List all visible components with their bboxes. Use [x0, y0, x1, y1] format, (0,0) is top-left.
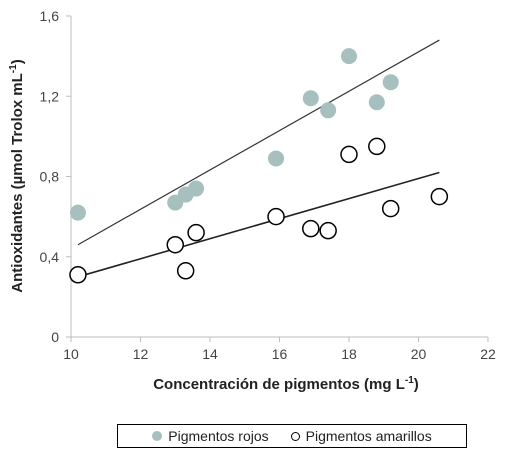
y-tick-label: 0,4 — [40, 249, 60, 265]
data-point — [340, 145, 358, 164]
trendline — [77, 39, 440, 246]
legend-label-pigmentos-rojos: Pigmentos rojos — [168, 428, 269, 444]
y-tick-label: 0,8 — [40, 169, 60, 185]
trendlines — [77, 39, 440, 278]
data-point — [320, 102, 337, 119]
data-point — [381, 199, 400, 218]
legend-item-pigmentos-rojos: Pigmentos rojos — [152, 428, 269, 444]
axes: 10 12 14 16 18 20 22 0 0,4 0,8 1,2 1,6 — [40, 8, 496, 362]
data-point — [267, 207, 285, 226]
data-point — [302, 219, 320, 238]
data-point — [302, 90, 319, 107]
y-axis-title: Antioxidantes (µmol Trolox mL-1) — [8, 59, 26, 292]
data-point — [187, 223, 205, 242]
x-tick-label: 14 — [202, 346, 218, 362]
legend-marker-open-circle — [290, 431, 300, 441]
scatter-chart: 10 12 14 16 18 20 22 0 0,4 0,8 1,2 1,6 Concentració… — [8, 8, 496, 393]
data-point — [319, 221, 337, 240]
x-axis-title: Concentración de pigmentos (mg L-1) — [153, 375, 419, 393]
legend-item-pigmentos-amarillos: Pigmentos amarillos — [290, 428, 432, 444]
data-point — [176, 262, 195, 280]
data-point — [430, 187, 449, 206]
x-tick-label: 16 — [272, 346, 288, 362]
x-tick-label: 20 — [411, 346, 427, 362]
data-point — [69, 266, 87, 284]
legend: Pigmentos rojos Pigmentos amarillos — [117, 424, 467, 448]
y-tick-label: 1,2 — [40, 88, 60, 104]
x-tick-label: 12 — [133, 346, 149, 362]
data-points — [69, 48, 449, 284]
data-point — [368, 137, 386, 156]
data-point — [368, 94, 385, 111]
data-point — [341, 48, 357, 65]
data-point — [188, 180, 205, 197]
data-point — [382, 74, 399, 91]
x-tick-label: 18 — [341, 346, 357, 362]
data-point — [268, 150, 285, 167]
y-tick-label: 1,6 — [40, 8, 60, 24]
data-point — [69, 204, 86, 221]
legend-label-pigmentos-amarillos: Pigmentos amarillos — [305, 428, 432, 444]
trendline — [77, 171, 440, 278]
x-tick-label: 22 — [480, 346, 496, 362]
legend-marker-filled-circle — [152, 431, 163, 441]
data-point — [166, 235, 184, 254]
y-tick-label: 0 — [51, 329, 59, 345]
x-tick-label: 10 — [63, 346, 79, 362]
